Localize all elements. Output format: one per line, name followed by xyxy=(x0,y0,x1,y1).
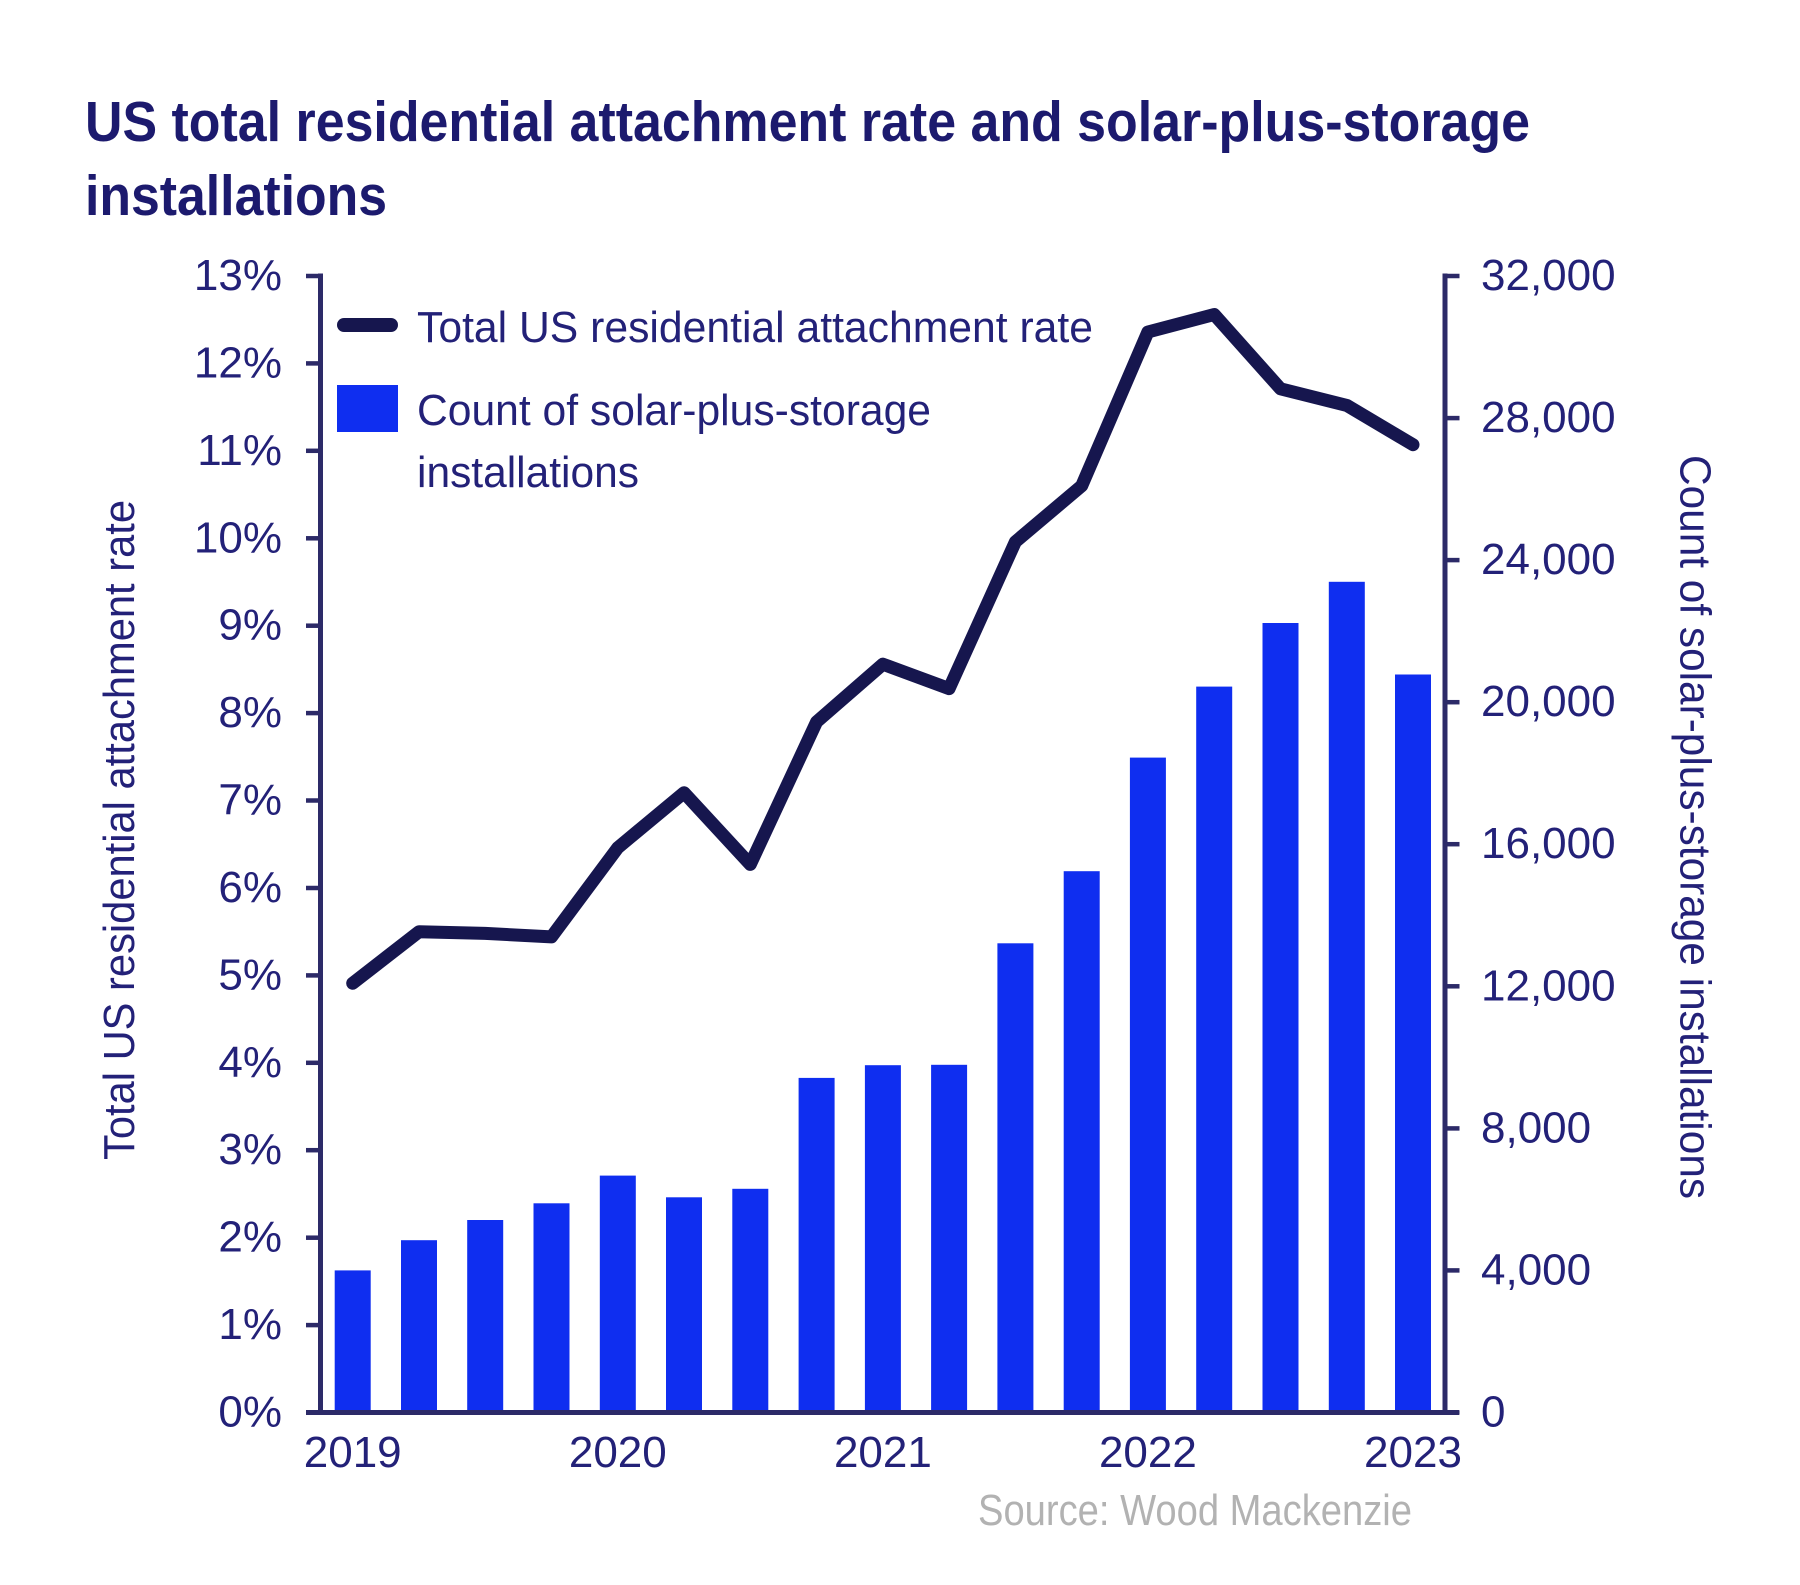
svg-text:16,000: 16,000 xyxy=(1481,819,1616,868)
svg-text:Count of solar-plus-storage in: Count of solar-plus-storage installation… xyxy=(1671,455,1720,1199)
svg-text:4%: 4% xyxy=(218,1038,282,1087)
svg-text:28,000: 28,000 xyxy=(1481,393,1616,442)
svg-text:12,000: 12,000 xyxy=(1481,961,1616,1010)
svg-text:5%: 5% xyxy=(218,950,282,999)
svg-text:2019: 2019 xyxy=(304,1428,402,1477)
svg-text:8%: 8% xyxy=(218,688,282,737)
svg-text:US total residential attachmen: US total residential attachment rate and… xyxy=(85,90,1530,154)
svg-text:2%: 2% xyxy=(218,1213,282,1262)
svg-text:11%: 11% xyxy=(197,426,282,475)
svg-text:24,000: 24,000 xyxy=(1481,535,1616,584)
svg-text:20,000: 20,000 xyxy=(1481,677,1616,726)
svg-text:32,000: 32,000 xyxy=(1481,251,1616,300)
svg-text:installations: installations xyxy=(417,448,639,497)
svg-text:8,000: 8,000 xyxy=(1481,1103,1591,1152)
svg-text:7%: 7% xyxy=(218,776,282,825)
svg-text:2022: 2022 xyxy=(1099,1428,1197,1477)
svg-text:9%: 9% xyxy=(218,601,282,650)
svg-text:2020: 2020 xyxy=(569,1428,667,1477)
svg-text:12%: 12% xyxy=(194,338,282,387)
svg-text:0%: 0% xyxy=(218,1388,282,1437)
svg-text:Count of solar-plus-storage: Count of solar-plus-storage xyxy=(417,386,931,435)
svg-text:10%: 10% xyxy=(194,513,282,562)
svg-text:installations: installations xyxy=(85,164,387,228)
svg-text:Total US residential attachmen: Total US residential attachment rate xyxy=(95,500,144,1160)
svg-text:Source: Wood Mackenzie: Source: Wood Mackenzie xyxy=(978,1486,1412,1535)
svg-text:1%: 1% xyxy=(218,1300,282,1349)
svg-text:2021: 2021 xyxy=(834,1428,932,1477)
svg-text:4,000: 4,000 xyxy=(1481,1245,1591,1294)
svg-text:0: 0 xyxy=(1481,1388,1505,1437)
svg-text:13%: 13% xyxy=(194,251,282,300)
svg-text:Total US residential attachmen: Total US residential attachment rate xyxy=(417,303,1093,352)
svg-text:3%: 3% xyxy=(218,1125,282,1174)
svg-text:6%: 6% xyxy=(218,863,282,912)
svg-text:2023: 2023 xyxy=(1364,1428,1462,1477)
